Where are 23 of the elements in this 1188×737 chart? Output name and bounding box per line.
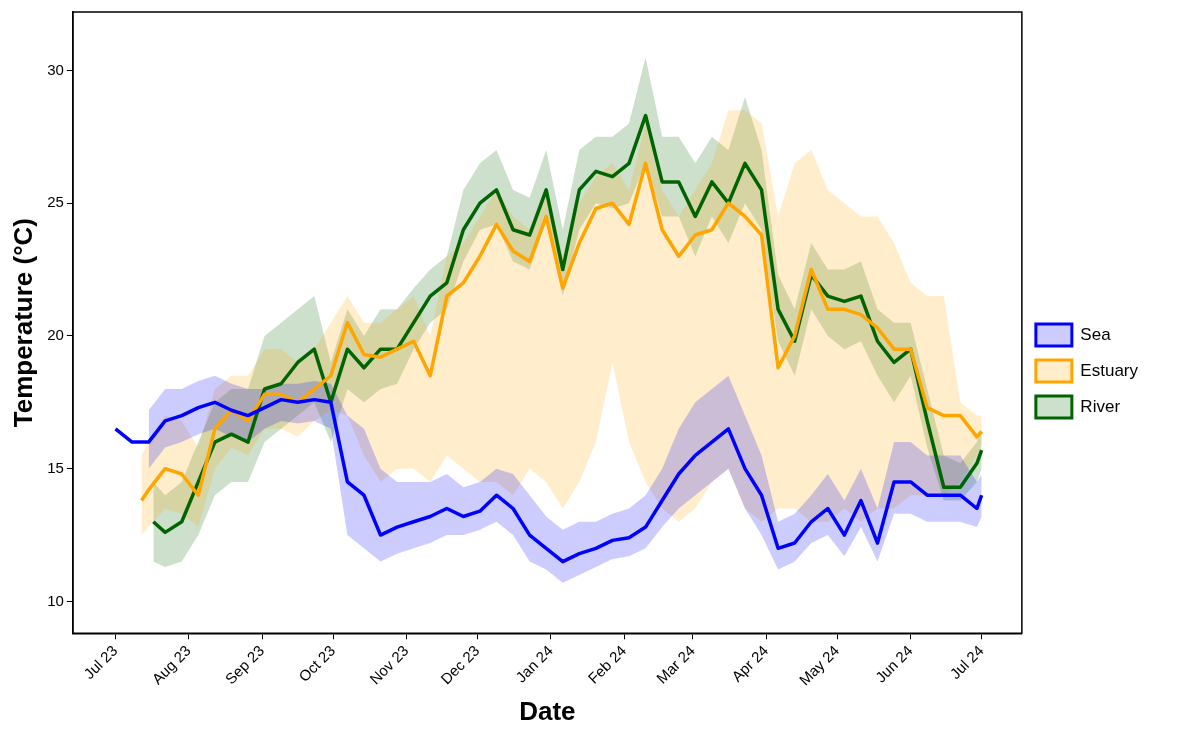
x-tick-label: Sep 23 xyxy=(221,641,268,688)
x-axis-title: Date xyxy=(519,695,576,726)
legend-label: Sea xyxy=(1080,324,1112,344)
x-tick-label: Jan 24 xyxy=(512,641,556,686)
y-tick-label: 25 xyxy=(47,193,64,211)
y-tick-label: 10 xyxy=(47,591,64,609)
x-tick-label: Jul 24 xyxy=(946,641,987,683)
x-tick-label: Oct 23 xyxy=(294,641,339,685)
y-axis-title: Temperature (°C) xyxy=(7,218,38,428)
x-tick-label: Feb 24 xyxy=(584,641,630,687)
x-tick-label: Mar 24 xyxy=(652,641,698,687)
y-tick-label: 15 xyxy=(47,458,64,476)
x-tick-label: Jun 24 xyxy=(871,641,916,686)
x-tick-label: Apr 24 xyxy=(728,641,772,685)
x-tick-label: Dec 23 xyxy=(436,641,483,688)
x-tick-label: Jul 23 xyxy=(80,641,121,683)
x-tick-label: Nov 23 xyxy=(365,641,412,688)
y-tick-label: 20 xyxy=(47,326,64,344)
legend-label: River xyxy=(1080,396,1121,416)
x-tick-label: May 24 xyxy=(795,641,843,689)
legend-label: Estuary xyxy=(1080,360,1139,380)
y-tick-label: 30 xyxy=(47,60,64,78)
x-tick-label: Aug 23 xyxy=(148,641,194,688)
